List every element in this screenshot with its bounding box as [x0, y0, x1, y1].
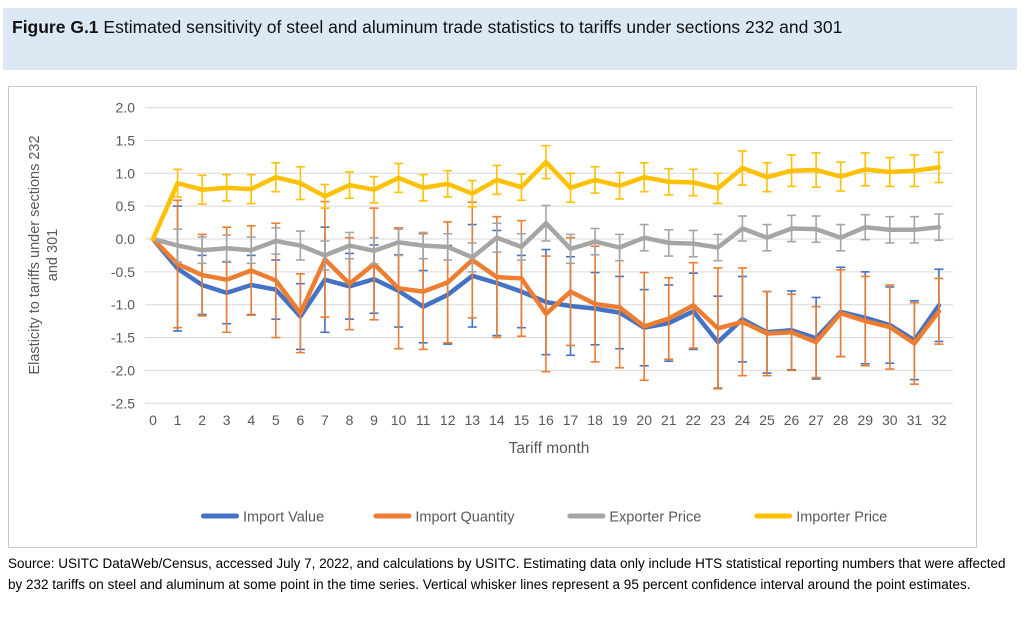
y-tick-label: -1.5	[111, 330, 135, 346]
x-tick-label: 18	[587, 412, 603, 428]
y-tick-label: 0.5	[116, 198, 136, 214]
series-importer-price-line	[150, 159, 942, 242]
x-tick-label: 0	[149, 412, 157, 428]
legend-item-import-quantity: Import Quantity	[373, 510, 515, 526]
elasticity-line-chart: 2.01.51.00.50.0-0.5-1.0-1.5-2.0-2.50 1 2 3 4…	[27, 100, 953, 526]
x-tick-label: 2	[198, 412, 206, 428]
x-tick-label: 21	[661, 412, 677, 428]
chart-legend: Import Value Import Quantity Exporter Pric…	[201, 510, 887, 526]
x-tick-label: 19	[612, 412, 628, 428]
legend-swatch-importer-price	[754, 513, 793, 519]
x-tick-label: 9	[370, 412, 378, 428]
legend-label-import-quantity: Import Quantity	[415, 510, 515, 526]
x-tick-label: 29	[857, 412, 873, 428]
y-axis-tick-labels: 2.0 1.5 1.0 0.5 0.0 -0.5 -1.0 -1.5 -2.0 -2.5	[111, 100, 135, 412]
y-tick-label: -2.0	[111, 362, 135, 378]
figure-title: Figure G.1 Estimated sensitivity of stee…	[3, 8, 1017, 70]
y-tick-label: 1.5	[116, 132, 136, 148]
x-tick-label: 31	[907, 412, 923, 428]
legend-item-import-value: Import Value	[201, 510, 324, 526]
y-tick-label: 1.0	[116, 165, 136, 181]
x-tick-label: 5	[272, 412, 280, 428]
legend-label-importer-price: Importer Price	[796, 510, 887, 526]
x-tick-label: 13	[464, 412, 480, 428]
legend-item-exporter-price: Exporter Price	[567, 510, 701, 526]
source-note: Source: USITC DataWeb/Census, accessed J…	[8, 556, 1006, 592]
x-tick-label: 15	[514, 412, 530, 428]
x-tick-label: 27	[808, 412, 824, 428]
x-tick-label: 20	[636, 412, 652, 428]
x-axis-tick-labels: 0 1 2 3 4 5 6 7 8 9 10 11 12 13 14 15 16 17 18 19 20 21 22 23 24…	[149, 412, 947, 428]
y-tick-label: -0.5	[111, 264, 135, 280]
y-tick-label: 0.0	[116, 231, 136, 247]
x-tick-label: 12	[440, 412, 456, 428]
x-tick-label: 8	[346, 412, 354, 428]
x-axis-title: Tariff month	[509, 440, 590, 457]
y-axis-title-line2: and 301	[45, 229, 61, 281]
y-axis-title: Elasticity to tariffs under sections 232…	[27, 135, 61, 374]
legend-label-import-value: Import Value	[243, 510, 324, 526]
x-tick-label: 1	[174, 412, 182, 428]
y-axis-title-line1: Elasticity to tariffs under sections 232	[27, 135, 43, 374]
legend-swatch-exporter-price	[567, 513, 606, 519]
chart-area: 2.0 1.5 1.0 0.5 0.0 -0.5 -1.0 -1.5 -2.0 -2.5 0 1 2 3 4…	[8, 86, 977, 548]
legend-swatch-import-quantity	[373, 513, 412, 519]
x-tick-label: 17	[563, 412, 579, 428]
x-tick-label: 25	[759, 412, 775, 428]
y-tick-label: -1.0	[111, 297, 135, 313]
x-tick-label: 28	[833, 412, 849, 428]
x-tick-label: 7	[321, 412, 329, 428]
x-tick-label: 14	[489, 412, 505, 428]
figure-title-text: Estimated sensitivity of steel and alumi…	[98, 17, 843, 37]
x-tick-label: 24	[735, 412, 751, 428]
y-tick-label: -2.5	[111, 395, 135, 411]
x-tick-label: 11	[416, 412, 431, 428]
gridlines	[145, 107, 953, 404]
x-tick-label: 10	[391, 412, 407, 428]
x-tick-label: 16	[538, 412, 554, 428]
x-tick-label: 6	[296, 412, 304, 428]
x-tick-label: 26	[784, 412, 800, 428]
series-import-quantity-line	[150, 236, 942, 346]
legend-swatch-import-value	[201, 513, 239, 519]
series-exporter-price-line	[150, 220, 942, 260]
x-tick-label: 30	[882, 412, 898, 428]
x-tick-label: 4	[247, 412, 255, 428]
x-tick-label: 32	[931, 412, 947, 428]
x-tick-label: 22	[686, 412, 702, 428]
x-tick-label: 23	[710, 412, 726, 428]
x-tick-label: 3	[223, 412, 231, 428]
legend-item-importer-price: Importer Price	[754, 510, 887, 526]
figure-number-label: Figure G.1	[12, 17, 99, 37]
legend-label-exporter-price: Exporter Price	[609, 510, 701, 526]
y-tick-label: 2.0	[116, 100, 136, 116]
